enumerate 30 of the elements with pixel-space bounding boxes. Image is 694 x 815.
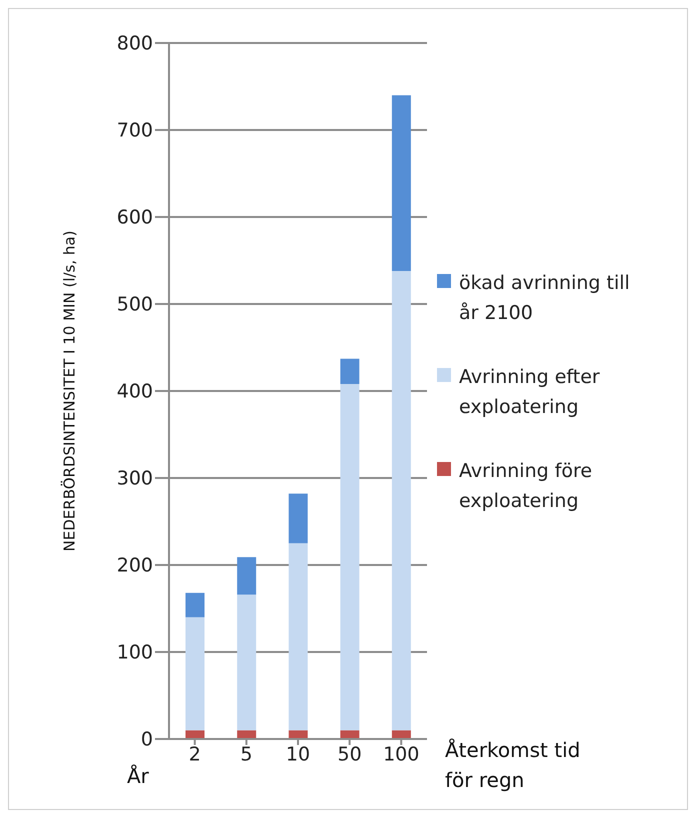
- y-tick-label: 100: [116, 642, 153, 664]
- bar: [186, 617, 205, 730]
- y-tick-label: 0: [140, 728, 153, 751]
- bar: [288, 494, 308, 544]
- bar: [237, 557, 256, 595]
- x-tick-label: 10: [286, 743, 310, 766]
- legend-label: ökad avrinning till år 2100: [459, 271, 631, 326]
- y-tick-label: 800: [116, 32, 153, 55]
- bar: [186, 592, 205, 618]
- x-axis-title: Återkomst tid för regn: [445, 737, 582, 794]
- bar: [340, 384, 360, 730]
- bar: [288, 543, 308, 730]
- x-tick-label: 100: [383, 743, 420, 766]
- legend-label: Avrinning efter exploatering: [459, 365, 601, 420]
- bar: [392, 270, 411, 730]
- y-tick-label: 500: [116, 294, 153, 316]
- bar: [340, 358, 360, 384]
- bar: [237, 594, 256, 730]
- text: År: [127, 764, 149, 788]
- x-tick-label: 50: [338, 743, 362, 766]
- x-tick-label: 5: [240, 743, 252, 766]
- y-tick-label: 700: [116, 120, 153, 142]
- bar: [392, 95, 411, 271]
- y-tick-label: 600: [116, 206, 153, 229]
- y-tick-label: 200: [116, 554, 153, 577]
- y-axis-title: NEDERBÖRDSINTENSITET I 10 MIN (l/s, ha): [60, 230, 78, 552]
- y-tick-label: 400: [116, 380, 153, 403]
- y-tick-label: 300: [116, 468, 153, 490]
- legend-label: Avrinning före exploatering: [459, 459, 594, 514]
- x-tick-label: 2: [188, 743, 201, 766]
